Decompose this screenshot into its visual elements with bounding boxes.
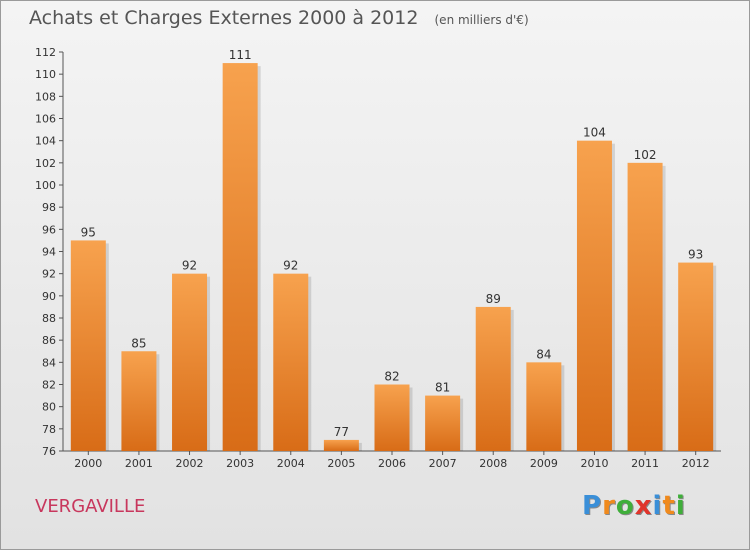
- bar-value-label: 89: [486, 292, 501, 306]
- x-tick-label: 2006: [378, 457, 406, 470]
- logo-letter: r: [602, 491, 616, 521]
- bar-value-label: 93: [688, 248, 703, 262]
- x-tick-label: 2005: [327, 457, 355, 470]
- logo-letter: x: [634, 491, 653, 521]
- y-tick-label: 94: [42, 246, 56, 259]
- y-tick-label: 78: [42, 423, 56, 436]
- y-tick-label: 100: [35, 179, 56, 192]
- y-tick-label: 102: [35, 157, 56, 170]
- y-tick-label: 88: [42, 312, 56, 325]
- proxiti-logo: Proxiti: [582, 491, 686, 521]
- y-tick-label: 106: [35, 113, 56, 126]
- x-tick-label: 2009: [530, 457, 558, 470]
- x-tick-label: 2011: [631, 457, 659, 470]
- y-tick-label: 98: [42, 201, 56, 214]
- y-tick-label: 96: [42, 223, 56, 236]
- bar: [374, 384, 410, 451]
- bar-value-label: 95: [81, 225, 96, 239]
- bar-value-label: 81: [435, 381, 450, 395]
- bar: [273, 273, 309, 451]
- x-tick-label: 2008: [479, 457, 507, 470]
- bar: [425, 395, 461, 451]
- y-tick-label: 112: [35, 46, 56, 59]
- bar-value-label: 102: [634, 148, 657, 162]
- logo-letter: i: [652, 491, 663, 521]
- bar: [576, 140, 612, 451]
- bar: [70, 240, 106, 451]
- logo-letter: t: [662, 491, 676, 521]
- bar: [475, 306, 511, 451]
- y-tick-label: 108: [35, 90, 56, 103]
- bar-value-label: 85: [131, 336, 146, 350]
- bar: [172, 273, 208, 451]
- y-tick-label: 110: [35, 68, 56, 81]
- y-tick-label: 84: [42, 356, 56, 369]
- x-tick-label: 2003: [226, 457, 254, 470]
- bar-value-label: 77: [334, 425, 349, 439]
- bar-value-label: 84: [536, 347, 551, 361]
- y-tick-label: 86: [42, 334, 56, 347]
- bar: [526, 362, 562, 451]
- y-tick-label: 82: [42, 379, 56, 392]
- x-tick-label: 2004: [277, 457, 305, 470]
- city-name: VERGAVILLE: [35, 496, 146, 517]
- bar-value-label: 82: [384, 370, 399, 384]
- chart-title-block: Achats et Charges Externes 2000 à 2012 (…: [29, 7, 529, 29]
- x-tick-label: 2002: [176, 457, 204, 470]
- bar-value-label: 111: [229, 48, 252, 62]
- x-tick-label: 2007: [429, 457, 457, 470]
- y-tick-label: 76: [42, 445, 56, 458]
- logo-letter: o: [615, 491, 635, 521]
- y-tick-label: 104: [35, 135, 56, 148]
- y-tick-label: 80: [42, 401, 56, 414]
- x-tick-label: 2000: [74, 457, 102, 470]
- chart-title: Achats et Charges Externes 2000 à 2012: [29, 7, 419, 29]
- y-tick-label: 90: [42, 290, 56, 303]
- logo-letter: i: [675, 491, 686, 521]
- bar: [222, 63, 258, 451]
- x-tick-label: 2010: [580, 457, 608, 470]
- bar: [627, 162, 663, 452]
- bar-value-label: 92: [182, 259, 197, 273]
- chart-subtitle: (en milliers d'€): [434, 13, 529, 27]
- x-tick-label: 2001: [125, 457, 153, 470]
- bar-value-label: 92: [283, 259, 298, 273]
- y-tick-label: 92: [42, 268, 56, 281]
- bar: [121, 351, 157, 451]
- x-tick-label: 2012: [682, 457, 710, 470]
- logo-letter: P: [582, 491, 603, 521]
- bar: [323, 439, 359, 451]
- bar-value-label: 104: [583, 126, 606, 140]
- bar: [678, 262, 714, 451]
